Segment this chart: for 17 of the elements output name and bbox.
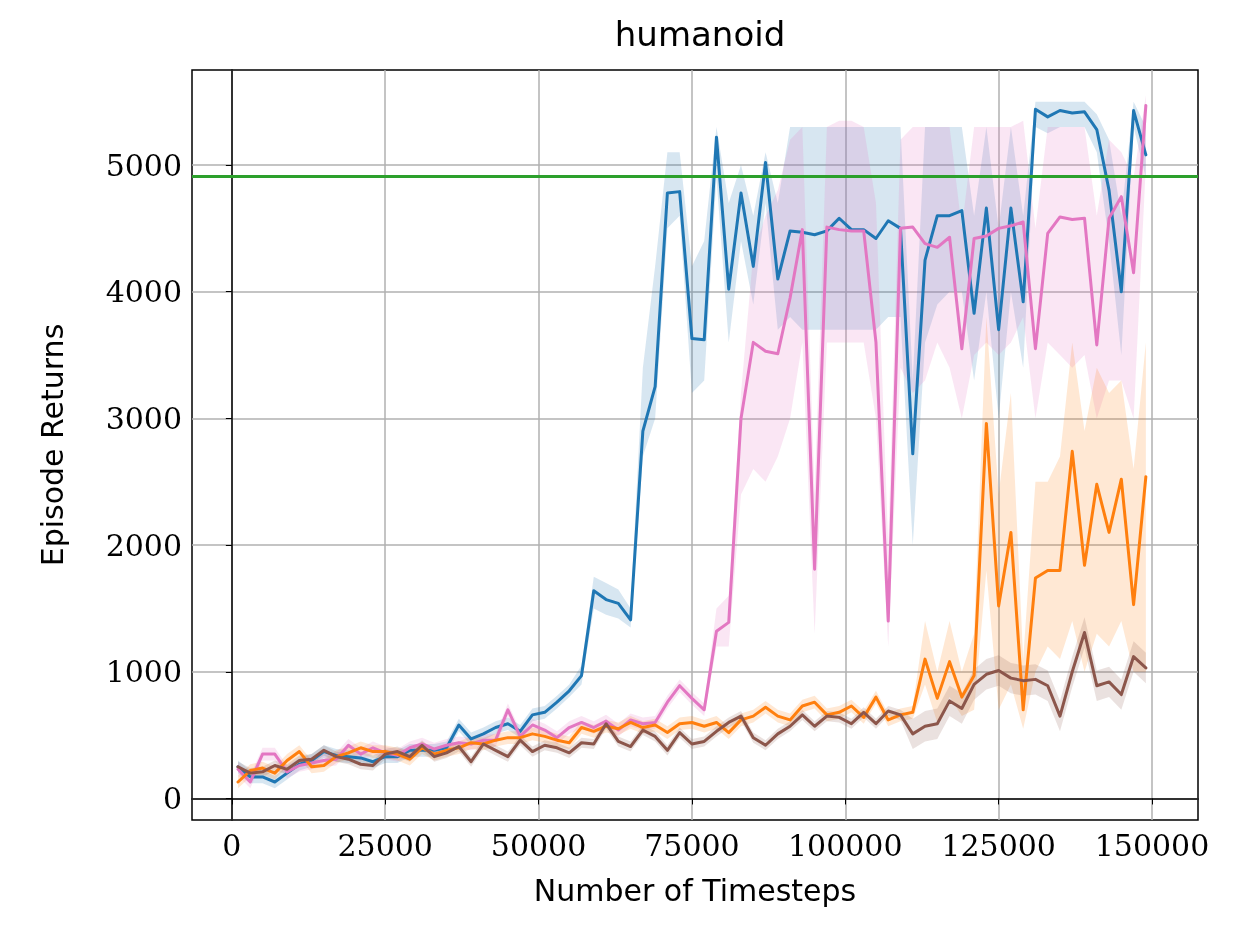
y-tick-label: 0 bbox=[162, 780, 182, 816]
x-tick-label: 75000 bbox=[644, 827, 740, 863]
x-tick-label: 150000 bbox=[1094, 827, 1210, 863]
x-tick-label: 100000 bbox=[788, 827, 903, 863]
y-tick-label: 1000 bbox=[105, 654, 182, 690]
x-tick-label: 0 bbox=[222, 827, 242, 863]
y-tick-label: 3000 bbox=[105, 400, 182, 436]
x-tick-label: 50000 bbox=[490, 827, 587, 863]
x-tick-label: 125000 bbox=[941, 827, 1056, 863]
y-axis-title: Episode Returns bbox=[34, 323, 70, 567]
x-tick-label: 25000 bbox=[337, 827, 433, 863]
y-tick-label: 5000 bbox=[105, 147, 182, 183]
y-tick-label: 2000 bbox=[105, 527, 182, 563]
line-series bbox=[236, 421, 1148, 784]
chart-title: humanoid bbox=[614, 14, 786, 54]
y-tick-label: 4000 bbox=[105, 274, 182, 310]
x-axis-title: Number of Timesteps bbox=[533, 872, 857, 908]
